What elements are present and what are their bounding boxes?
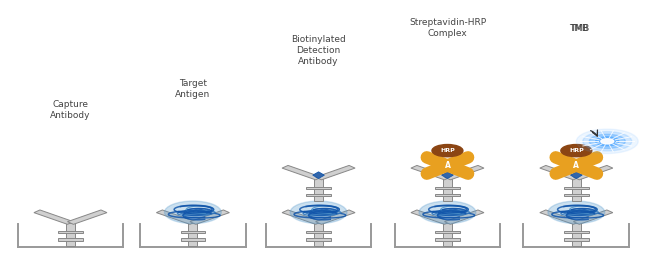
- Bar: [443, 223, 452, 246]
- Polygon shape: [573, 210, 613, 224]
- Polygon shape: [282, 210, 322, 224]
- Bar: [306, 231, 331, 233]
- Text: Biotinylated
Detection
Antibody: Biotinylated Detection Antibody: [291, 35, 346, 66]
- Circle shape: [548, 201, 604, 224]
- Text: HRP: HRP: [569, 148, 584, 153]
- Circle shape: [577, 129, 638, 154]
- Text: Streptavidin-HRP
Complex: Streptavidin-HRP Complex: [409, 18, 486, 38]
- Text: TMB: TMB: [570, 24, 589, 33]
- Bar: [572, 223, 581, 246]
- Bar: [306, 194, 331, 196]
- Polygon shape: [573, 165, 613, 180]
- Bar: [564, 231, 589, 233]
- Bar: [314, 223, 323, 246]
- Polygon shape: [540, 210, 579, 224]
- Circle shape: [432, 145, 463, 157]
- Polygon shape: [411, 165, 450, 180]
- Polygon shape: [313, 172, 324, 178]
- Bar: [314, 178, 323, 202]
- Polygon shape: [68, 210, 107, 224]
- Polygon shape: [282, 165, 322, 180]
- Text: TMB: TMB: [569, 24, 588, 33]
- Polygon shape: [411, 210, 450, 224]
- Circle shape: [583, 132, 632, 151]
- Bar: [443, 178, 452, 202]
- Bar: [564, 187, 589, 189]
- Bar: [564, 194, 589, 196]
- Bar: [66, 223, 75, 246]
- Circle shape: [290, 201, 347, 224]
- Bar: [436, 187, 460, 189]
- Bar: [572, 178, 581, 202]
- Polygon shape: [315, 210, 355, 224]
- Circle shape: [164, 201, 221, 224]
- Bar: [181, 238, 205, 241]
- Text: HRP: HRP: [440, 148, 455, 153]
- Text: Capture
Antibody: Capture Antibody: [50, 100, 91, 120]
- Bar: [58, 231, 83, 233]
- Bar: [181, 231, 205, 233]
- Circle shape: [419, 201, 476, 224]
- Circle shape: [561, 145, 592, 157]
- Bar: [564, 238, 589, 241]
- Text: Target
Antigen: Target Antigen: [176, 79, 211, 100]
- Bar: [436, 194, 460, 196]
- Polygon shape: [190, 210, 229, 224]
- Polygon shape: [540, 165, 579, 180]
- Polygon shape: [441, 172, 453, 178]
- Text: A: A: [573, 161, 579, 170]
- Bar: [188, 223, 198, 246]
- Bar: [436, 238, 460, 241]
- Polygon shape: [315, 165, 355, 180]
- Circle shape: [595, 137, 619, 146]
- Polygon shape: [445, 165, 484, 180]
- Polygon shape: [157, 210, 196, 224]
- Circle shape: [589, 134, 625, 148]
- Circle shape: [601, 139, 614, 144]
- Polygon shape: [445, 210, 484, 224]
- Bar: [58, 238, 83, 241]
- Bar: [436, 231, 460, 233]
- Polygon shape: [571, 172, 582, 178]
- Bar: [306, 238, 331, 241]
- Polygon shape: [34, 210, 73, 224]
- Text: A: A: [445, 161, 450, 170]
- Bar: [306, 187, 331, 189]
